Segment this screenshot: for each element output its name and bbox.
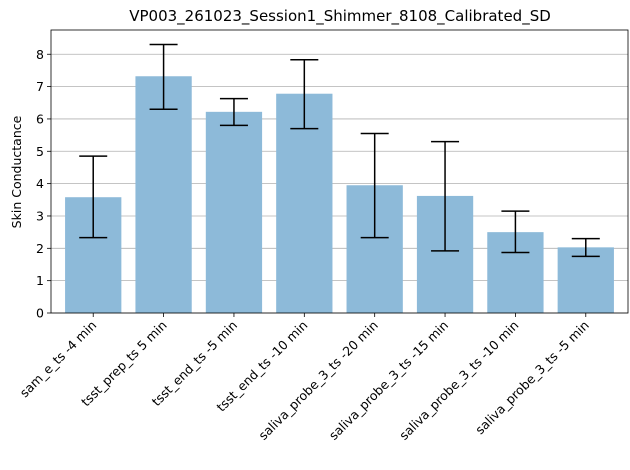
bar [557, 247, 614, 313]
x-tick-label: sam_e_ts -4 min [17, 318, 100, 401]
y-tick-label: 1 [36, 273, 44, 288]
bar [135, 76, 192, 314]
x-tick-label: saliva_probe_3_ts -15 min [326, 318, 451, 443]
error-bars [79, 43, 600, 258]
bar [276, 93, 333, 314]
y-tick-label: 4 [36, 176, 44, 191]
y-tick-label: 0 [36, 306, 44, 321]
bars [65, 76, 614, 314]
x-tick-label: saliva_probe_3_ts -10 min [396, 318, 521, 443]
y-tick-label: 8 [36, 47, 44, 62]
y-tick-label: 5 [36, 144, 44, 159]
y-tick-label: 3 [36, 208, 44, 223]
y-tick-label: 7 [36, 79, 44, 94]
x-tick-label: saliva_probe_3_ts -5 min [472, 318, 592, 438]
x-tick-label: saliva_probe_3_ts -20 min [255, 318, 380, 443]
y-tick-label: 6 [36, 111, 44, 126]
plot-frame [50, 29, 629, 314]
y-tick-label: 2 [36, 241, 44, 256]
axes [50, 29, 629, 314]
y-ticks: 0 1 2 3 4 5 6 7 8 [36, 47, 51, 321]
chart-title: VP003_261023_Session1_Shimmer_8108_Calib… [129, 7, 551, 26]
bar [205, 111, 263, 314]
y-axis-label: Skin Conductance [9, 115, 24, 228]
